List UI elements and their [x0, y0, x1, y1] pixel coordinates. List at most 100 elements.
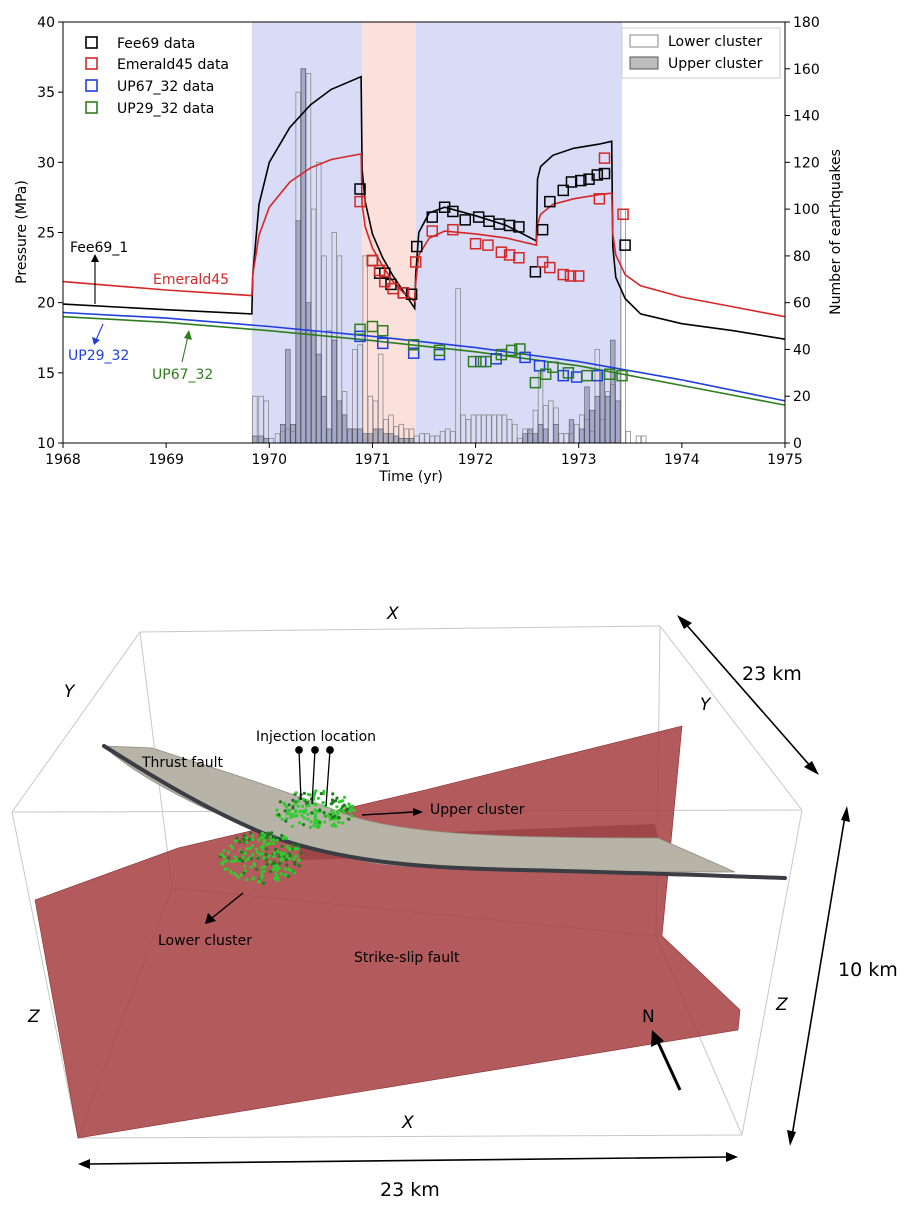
earthquake-lower: [274, 847, 278, 852]
model-curve-fee69-1: [62, 75, 786, 340]
data-point-emerald45-data: [544, 261, 556, 274]
width-arrowhead-end: [726, 1152, 738, 1162]
data-point-up67-32-data: [354, 330, 366, 343]
bar-upper-cluster: [615, 400, 621, 444]
earthquake-lower: [267, 831, 271, 836]
earthquake-lower: [280, 833, 284, 838]
north-arrow-shaft: [655, 1039, 682, 1091]
earthquake-upper: [337, 808, 341, 813]
earthquake-upper: [298, 810, 302, 814]
earthquake-lower: [251, 852, 255, 857]
earthquake-upper: [309, 820, 313, 824]
earthquake-lower: [281, 837, 285, 841]
y2-tick-label: 140: [793, 109, 820, 125]
legend-label-lower-cluster: Lower cluster: [668, 34, 762, 50]
bar-upper-cluster: [383, 433, 389, 444]
data-point-emerald45-data: [564, 270, 577, 282]
y2-tick-label: 0: [793, 436, 802, 452]
earthquake-upper: [285, 812, 289, 816]
bar-upper-cluster: [357, 428, 363, 444]
earthquake-upper: [331, 792, 335, 796]
earthquake-lower: [263, 865, 267, 869]
bar-upper-cluster: [252, 435, 258, 444]
annotation-up29-32: UP29_32: [68, 348, 129, 364]
data-point-fee69-data: [354, 183, 366, 195]
x-tick-label: 1975: [767, 452, 803, 468]
earthquake-lower: [271, 868, 275, 872]
data-point-up67-32-data: [533, 360, 546, 372]
data-point-emerald45-data: [557, 268, 569, 281]
box-edge: [11, 811, 79, 1139]
data-point-fee69-data: [513, 221, 525, 233]
data-point-emerald45-data: [354, 195, 366, 208]
x-tick-label: 1971: [355, 452, 391, 468]
data-point-emerald45-data: [447, 223, 459, 236]
earthquake-upper: [315, 825, 319, 829]
annotation-arrowhead-up29: [92, 337, 100, 345]
earthquake-upper: [316, 819, 320, 823]
data-point-emerald45-data: [495, 246, 508, 258]
annotation-fee69-1: Fee69_1: [70, 240, 128, 256]
axis-label-y-left: Y: [64, 682, 76, 702]
earthquake-upper: [312, 824, 316, 828]
earthquake-lower: [293, 861, 297, 865]
bar-upper-cluster: [305, 302, 312, 444]
data-point-fee69-data: [385, 278, 397, 291]
earthquake-upper: [294, 791, 298, 795]
label-injection-location: Injection location: [256, 729, 376, 745]
data-point-fee69-data: [557, 184, 569, 197]
measured-data-points: [354, 152, 631, 389]
data-point-up29-32-data: [467, 355, 480, 368]
earthquake-upper: [348, 810, 352, 814]
earthquake-lower: [273, 876, 277, 881]
width-arrowhead-start: [78, 1159, 90, 1169]
earthquake-upper: [284, 819, 288, 823]
data-point-emerald45-data: [397, 287, 410, 299]
data-point-fee69-data: [583, 173, 595, 185]
earthquake-lower: [229, 844, 233, 848]
earthquake-lower: [229, 869, 233, 874]
annotation-emerald45: Emerald45: [153, 272, 229, 288]
y2-axis-label: Number of earthquakes: [828, 149, 844, 315]
data-point-up29-32-data: [539, 368, 552, 380]
legend-swatch-upper-cluster: [629, 56, 659, 70]
earthquake-lower: [286, 874, 291, 878]
earthquake-lower: [260, 835, 264, 839]
earthquake-upper: [344, 808, 349, 813]
data-point-fee69-data: [411, 240, 423, 253]
earthquake-upper: [278, 800, 282, 804]
bar-upper-cluster: [553, 423, 559, 444]
earthquake-lower: [223, 867, 227, 871]
strike-slip-fault-plane: [34, 725, 741, 1139]
data-point-up29-32-data: [514, 343, 526, 355]
data-point-up29-32-data: [603, 368, 616, 380]
annotation-arrowhead-fee69: [91, 254, 99, 262]
earthquake-upper: [293, 802, 297, 806]
data-point-fee69-data: [529, 266, 542, 278]
bar-upper-cluster: [393, 435, 399, 444]
earthquake-lower: [239, 873, 243, 877]
model-curve-up67-32: [62, 315, 786, 406]
lower-cluster-earthquakes: [218, 831, 303, 885]
legend-label-up29: UP29_32 data: [117, 101, 214, 117]
earthquake-lower: [268, 860, 272, 864]
x-axis-label: Time (yr): [378, 469, 443, 485]
earthquake-upper: [300, 804, 305, 808]
earthquake-upper: [292, 814, 296, 819]
earthquake-lower: [296, 844, 300, 848]
x-tick-label: 1974: [664, 452, 700, 468]
y-tick-label: 30: [37, 155, 55, 171]
data-point-emerald45-data: [409, 256, 422, 268]
earthquake-lower: [293, 847, 297, 851]
earthquake-upper: [322, 811, 326, 815]
data-point-emerald45-data: [379, 275, 391, 288]
earthquake-lower: [283, 867, 287, 871]
earthquake-lower: [259, 876, 264, 880]
earthquake-lower: [260, 831, 265, 835]
earthquake-lower: [294, 854, 298, 858]
y2-tick-label: 120: [793, 155, 820, 171]
earthquake-lower: [250, 837, 255, 842]
earthquake-lower: [299, 851, 303, 855]
bar-upper-cluster: [589, 409, 595, 444]
data-point-up29-32-data: [505, 344, 518, 357]
